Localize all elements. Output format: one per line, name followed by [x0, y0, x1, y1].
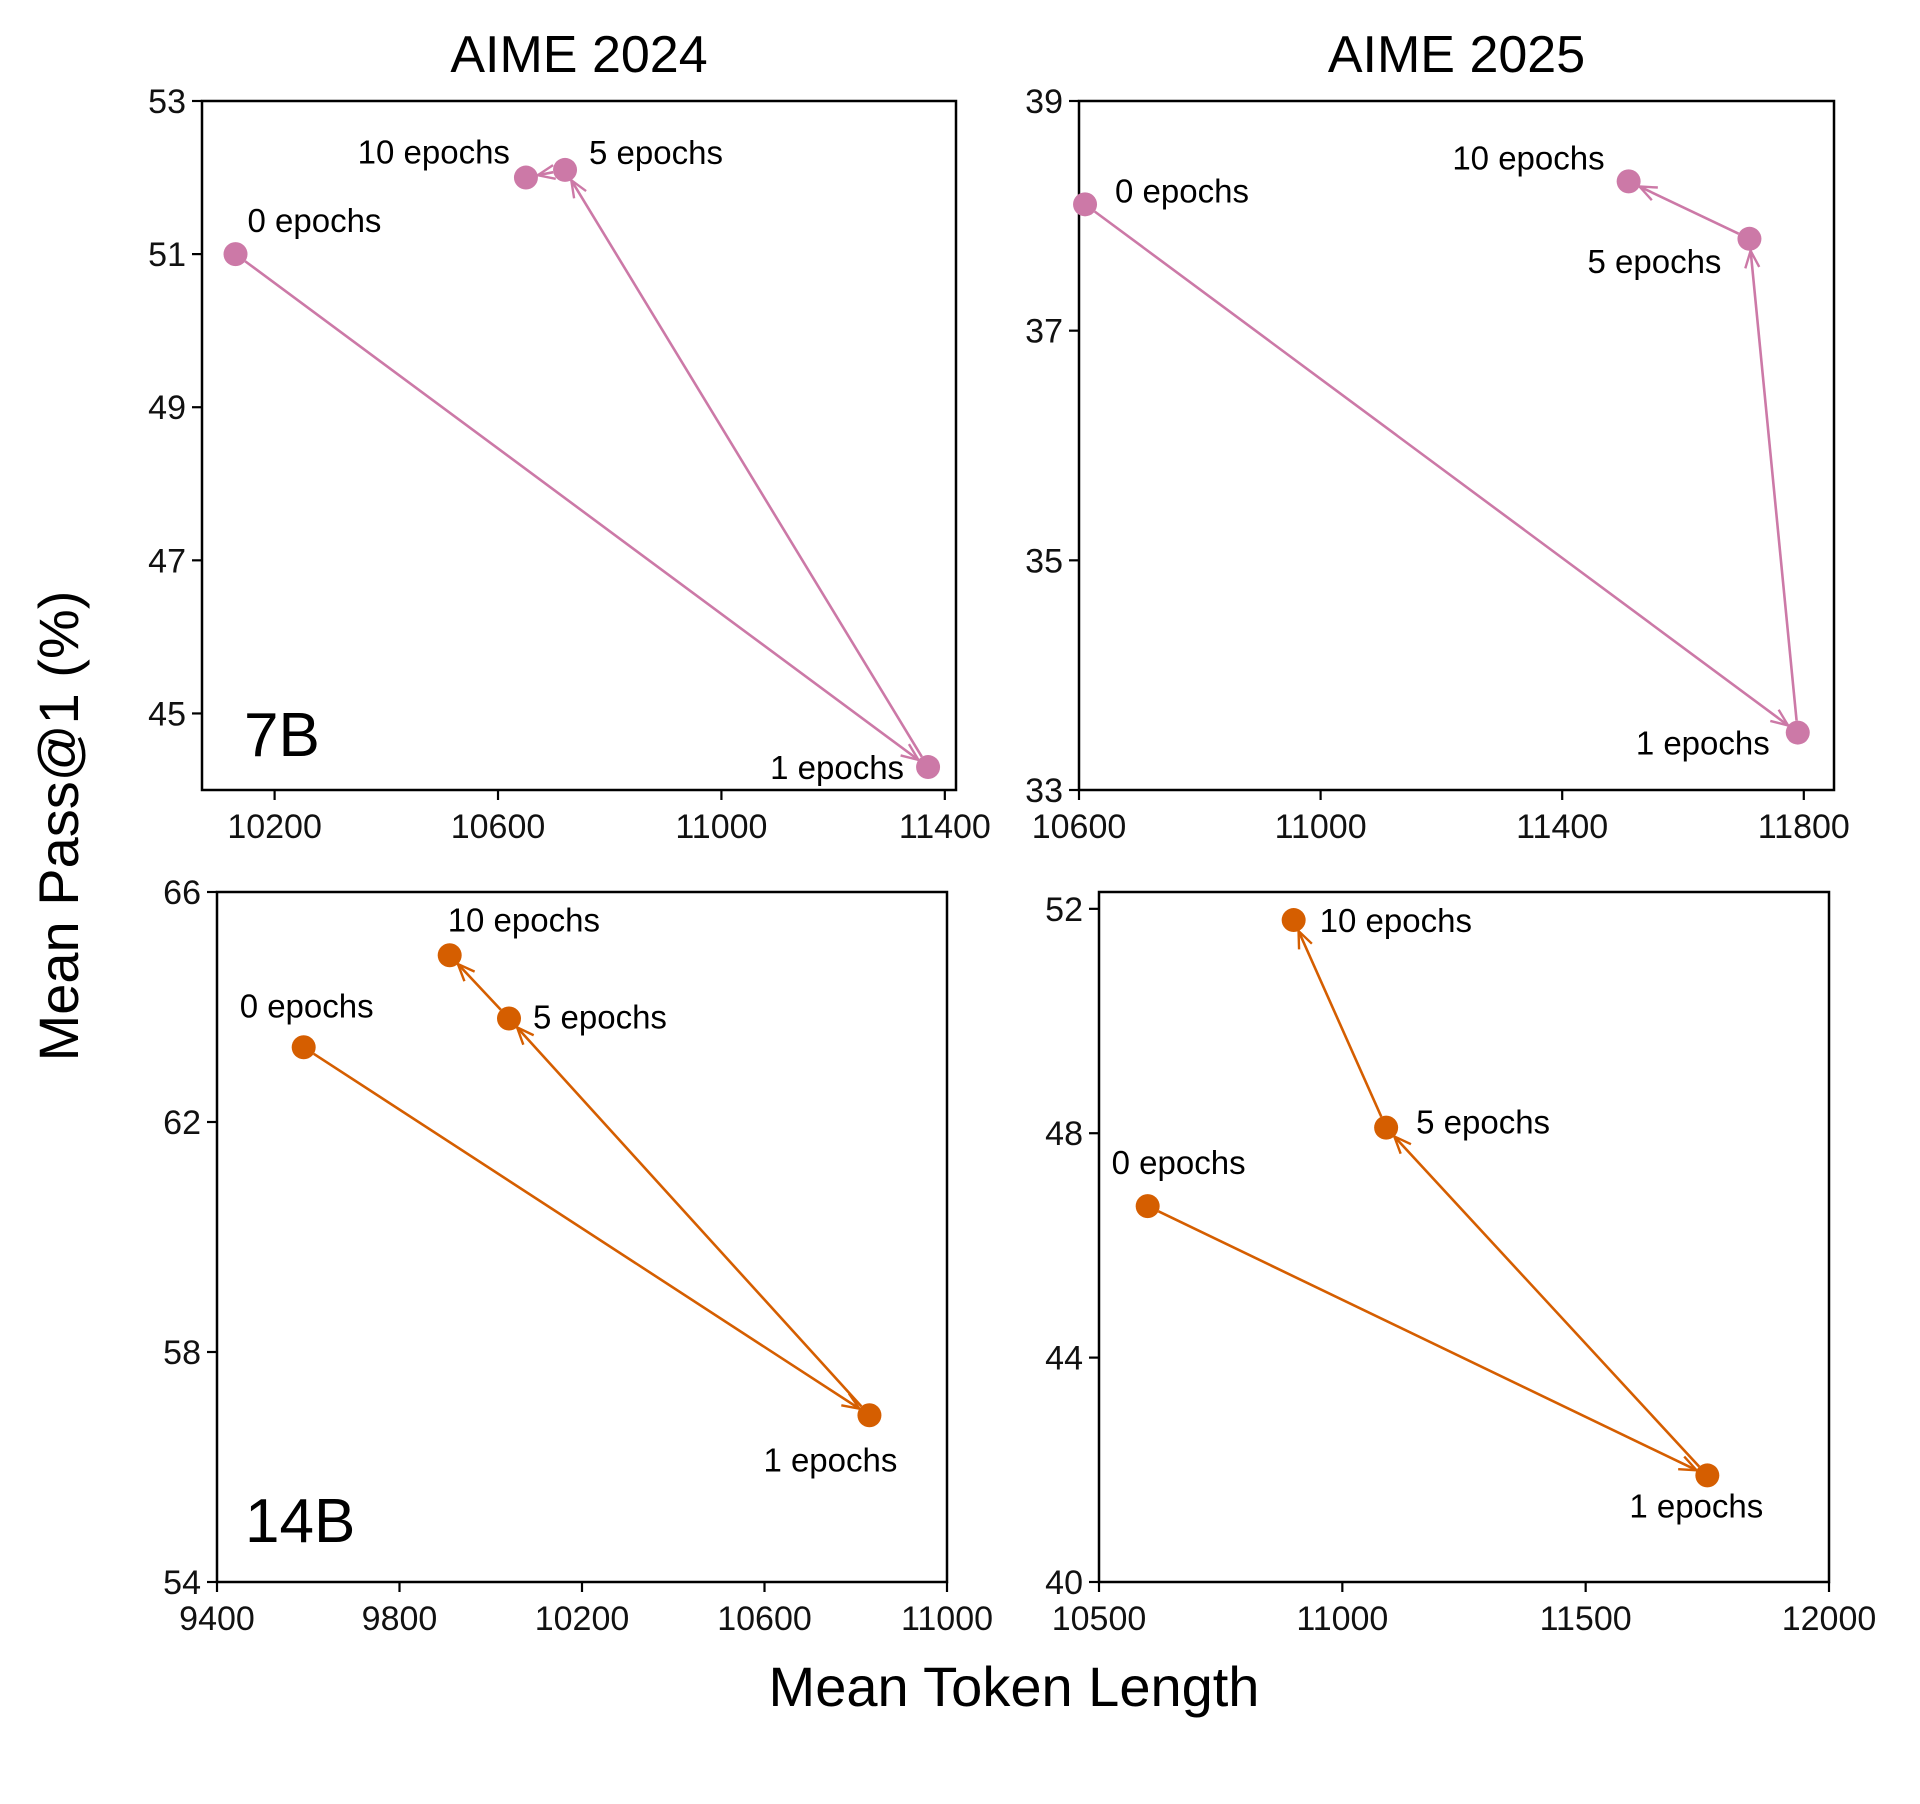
transition-arrow — [1639, 187, 1740, 235]
y-tick-label: 37 — [1025, 313, 1063, 351]
panel-4: 10500 11000 11500 12000 40 44 48 52 0 epochs 1 ep… — [1045, 890, 1877, 1638]
model-size-label: 14B — [245, 1487, 355, 1556]
y-tick-label: 40 — [1045, 1564, 1083, 1602]
transition-arrow — [538, 172, 554, 175]
point-label: 10 epochs — [448, 901, 600, 938]
transition-arrow — [1299, 931, 1383, 1118]
point-label: 1 epochs — [770, 749, 904, 786]
point-label: 10 epochs — [1452, 139, 1604, 176]
y-tick-label: 47 — [148, 542, 186, 580]
point-10-epochs — [1616, 169, 1641, 194]
x-tick-label: 11000 — [675, 808, 767, 846]
point-label: 5 epochs — [589, 134, 723, 171]
y-tick-label: 52 — [1045, 891, 1083, 929]
axes-frame — [1077, 99, 1836, 792]
panels: 10200 10600 11000 11400 45 47 49 51 53 AIME 2024 7… — [148, 26, 1876, 1638]
y-tick-label: 45 — [148, 695, 186, 733]
point-label: 1 epochs — [1636, 725, 1770, 762]
x-tick-label: 9800 — [362, 1600, 438, 1638]
x-tick-label: 11400 — [1516, 808, 1608, 846]
x-tick-label: 11000 — [1275, 808, 1367, 846]
point-5-epochs — [497, 1006, 521, 1031]
y-tick-label: 33 — [1025, 772, 1063, 810]
x-tick-label: 12000 — [1782, 1600, 1877, 1638]
point-label: 1 epochs — [763, 1441, 897, 1478]
y-tick-label: 44 — [1045, 1340, 1083, 1378]
point-10-epochs — [437, 943, 462, 968]
y-tick-label: 51 — [148, 236, 186, 274]
transition-arrow — [571, 180, 923, 758]
point-5-epochs — [1374, 1115, 1399, 1140]
x-tick-label: 10200 — [227, 808, 322, 846]
x-tick-label: 11000 — [1296, 1600, 1388, 1638]
panel-3: 9400 9800 10200 10600 11000 54 58 62 66 14B 0 epoc… — [163, 874, 993, 1638]
point-label: 0 epochs — [240, 987, 374, 1024]
transition-arrow — [1157, 1210, 1696, 1470]
transition-arrow — [1394, 1136, 1701, 1468]
transition-arrow — [313, 1052, 860, 1409]
point-label: 10 epochs — [358, 134, 510, 171]
point-10-epochs — [513, 165, 538, 190]
y-tick-label: 54 — [163, 1564, 201, 1602]
model-size-label: 7B — [244, 701, 320, 770]
point-1-epochs — [1695, 1463, 1720, 1488]
x-tick-label: 10600 — [451, 808, 546, 846]
x-tick-label: 9400 — [179, 1600, 255, 1638]
transition-arrow — [1093, 210, 1788, 725]
point-5-epochs — [553, 157, 578, 182]
axes-frame — [1097, 890, 1831, 1584]
point-label: 10 epochs — [1320, 902, 1472, 939]
y-tick-label: 49 — [148, 389, 186, 427]
point-0-epochs — [223, 242, 248, 267]
y-tick-label: 35 — [1025, 542, 1063, 580]
point-1-epochs — [916, 755, 941, 780]
point-label: 5 epochs — [1588, 243, 1722, 280]
y-tick-label: 62 — [163, 1104, 201, 1142]
y-tick-label: 48 — [1045, 1115, 1083, 1153]
point-label: 0 epochs — [1115, 172, 1249, 209]
point-0-epochs — [291, 1035, 316, 1060]
panel-2: 10600 11000 11400 11800 33 35 37 39 AIME 2025 0 e… — [1025, 26, 1850, 846]
x-tick-label: 11400 — [899, 808, 991, 846]
x-tick-label: 10200 — [535, 1600, 630, 1638]
point-label: 0 epochs — [248, 202, 382, 239]
transition-arrow — [244, 260, 918, 760]
panel-title: AIME 2024 — [450, 26, 707, 84]
point-1-epochs — [1785, 720, 1810, 745]
point-label: 5 epochs — [1416, 1104, 1550, 1141]
y-tick-label: 39 — [1025, 83, 1063, 121]
point-0-epochs — [1073, 192, 1098, 217]
y-tick-label: 66 — [163, 874, 201, 912]
point-10-epochs — [1281, 908, 1306, 933]
transition-arrow — [517, 1027, 863, 1408]
x-tick-label: 11800 — [1758, 808, 1850, 846]
transition-arrow — [1751, 251, 1798, 721]
point-label: 5 epochs — [533, 999, 667, 1036]
point-label: 0 epochs — [1112, 1144, 1246, 1181]
x-tick-label: 10500 — [1052, 1600, 1147, 1638]
y-tick-label: 53 — [148, 83, 186, 121]
x-tick-label: 10600 — [717, 1600, 812, 1638]
axes-frame — [200, 99, 958, 792]
x-tick-label: 10600 — [1032, 808, 1127, 846]
point-1-epochs — [857, 1403, 882, 1428]
point-label: 1 epochs — [1629, 1487, 1763, 1524]
x-axis-label: Mean Token Length — [769, 1655, 1260, 1718]
x-tick-label: 11500 — [1540, 1600, 1632, 1638]
y-tick-label: 58 — [163, 1334, 201, 1372]
point-0-epochs — [1135, 1194, 1160, 1219]
point-5-epochs — [1737, 226, 1762, 251]
y-axis-label: Mean Pass@1 (%) — [27, 591, 90, 1062]
x-tick-label: 11000 — [901, 1600, 993, 1638]
panel-title: AIME 2025 — [1328, 26, 1585, 84]
panel-1: 10200 10600 11000 11400 45 47 49 51 53 AIME 2024 7… — [148, 26, 991, 846]
transition-arrow — [458, 964, 502, 1011]
